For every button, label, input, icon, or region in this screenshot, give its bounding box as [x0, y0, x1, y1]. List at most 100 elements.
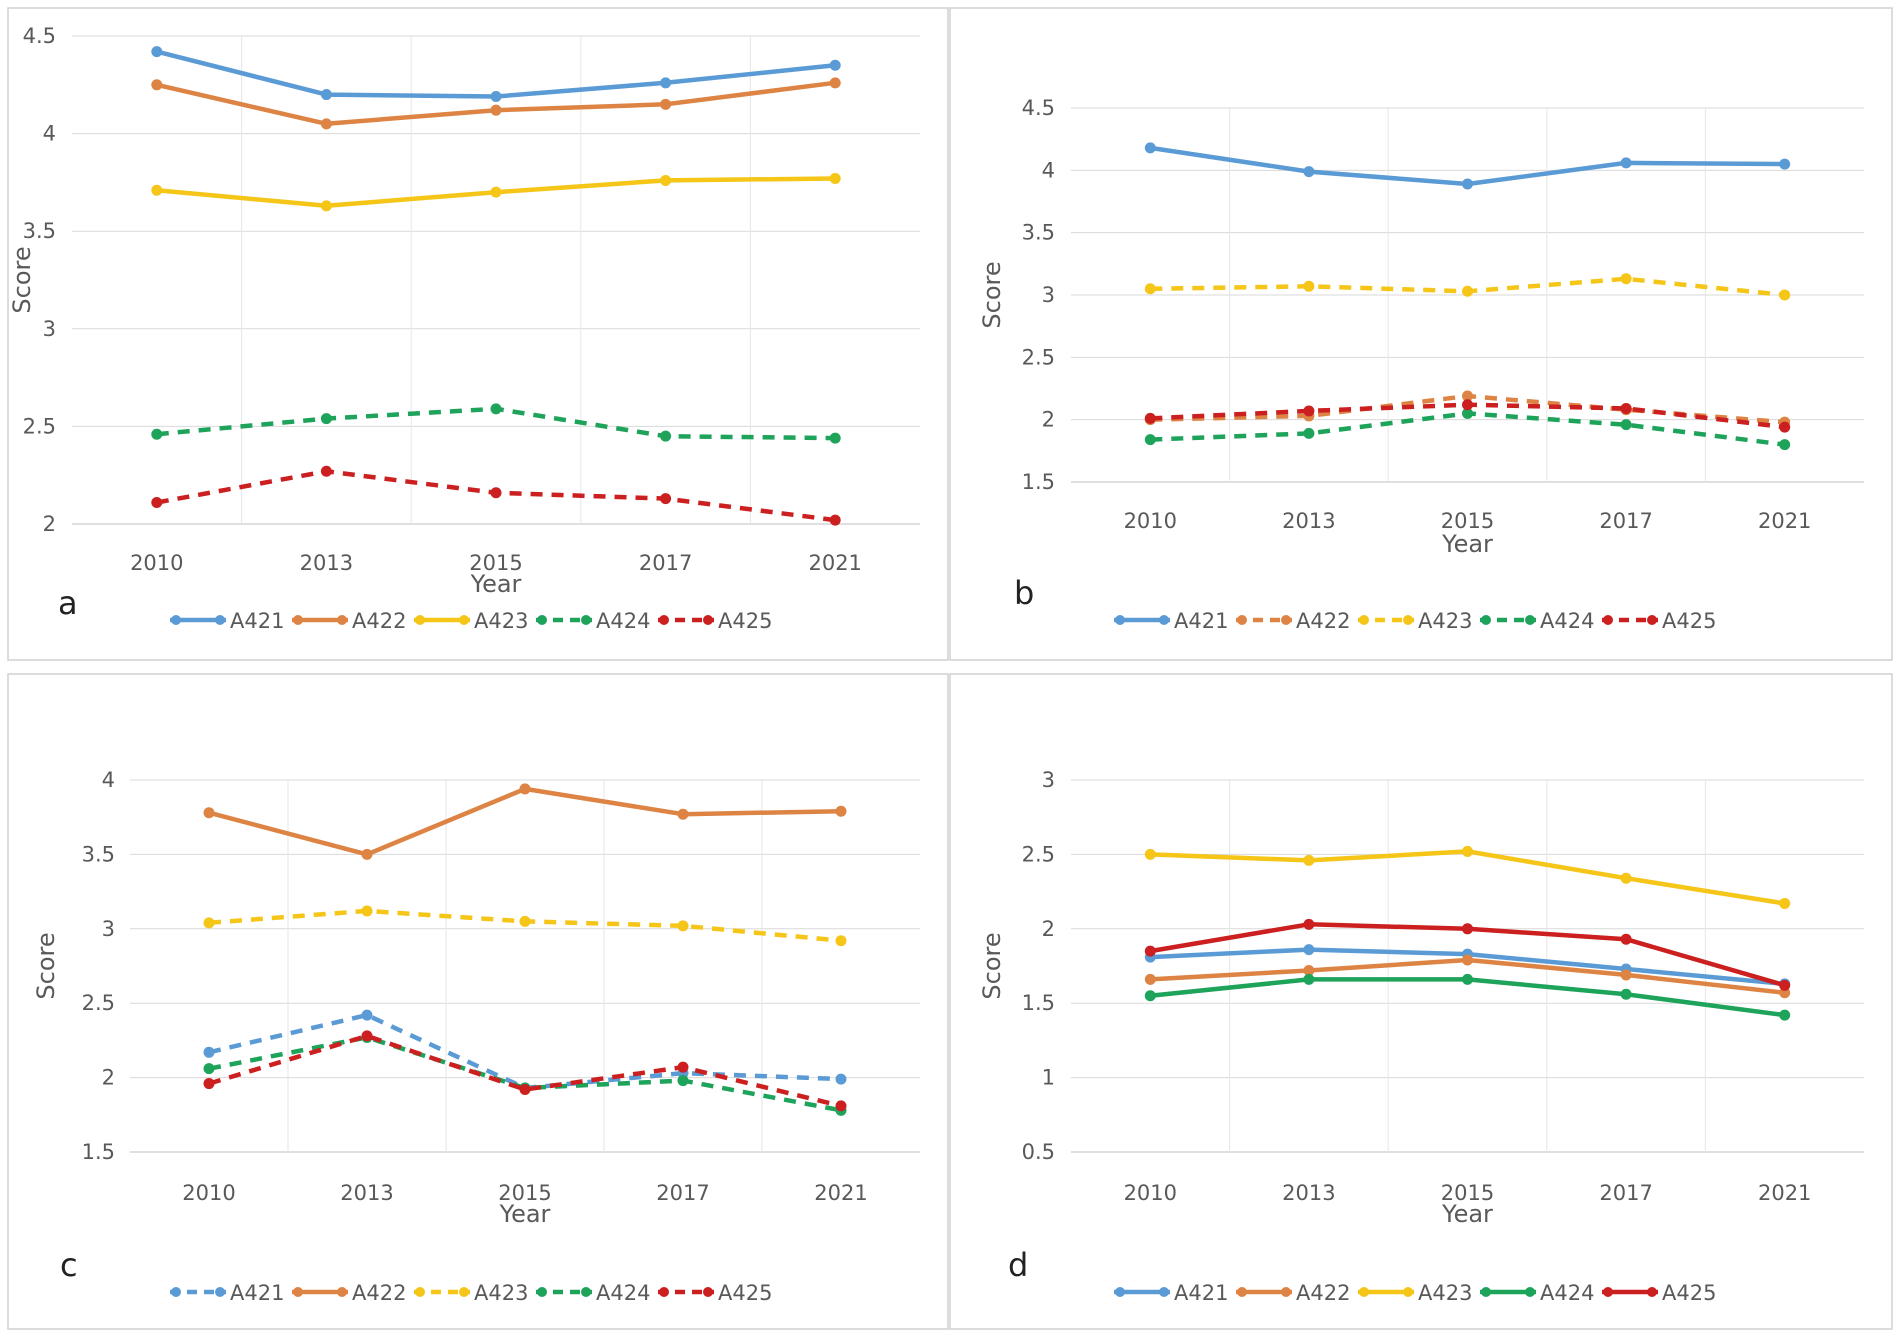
data-point: [1144, 990, 1156, 1002]
legend-label: A425: [1662, 609, 1716, 633]
legend-swatch-marker: [537, 1287, 547, 1297]
data-point: [1779, 979, 1791, 991]
legend-swatch-marker: [1647, 1287, 1657, 1297]
series-A423: [1144, 845, 1791, 910]
data-point: [677, 1075, 689, 1087]
x-tick-label: 2021: [1758, 509, 1811, 533]
x-tick-label: 2010: [182, 1181, 235, 1205]
data-point: [1620, 402, 1632, 414]
y-tick-label: 3: [102, 917, 115, 941]
data-point: [151, 46, 163, 58]
data-point: [320, 89, 332, 101]
legend-swatch-marker: [703, 1287, 713, 1297]
legend: A421 A422 A423 A424 A425: [1114, 1281, 1716, 1305]
data-point: [151, 79, 163, 91]
data-point: [320, 413, 332, 425]
y-axis-title: Score: [32, 932, 60, 999]
panel-label: c: [60, 1246, 78, 1284]
series-A424: [1144, 407, 1791, 451]
data-point: [490, 91, 502, 103]
legend-swatch-marker: [459, 615, 469, 625]
legend-swatch-marker: [215, 1287, 225, 1297]
y-tick-label: 3.5: [1022, 221, 1055, 245]
legend-swatch-marker: [1115, 1287, 1125, 1297]
data-point: [1779, 439, 1791, 451]
data-point: [1303, 280, 1315, 292]
series-A423: [203, 905, 847, 947]
legend-label: A421: [1174, 609, 1228, 633]
data-point: [203, 917, 215, 929]
data-point: [1462, 954, 1473, 966]
legend-swatch-marker: [1359, 1287, 1369, 1297]
legend-swatch-marker: [1359, 615, 1369, 625]
x-tick-label: 2017: [1599, 1181, 1652, 1205]
data-point: [320, 118, 332, 130]
legend-swatch-marker: [581, 1287, 591, 1297]
data-point: [490, 403, 502, 415]
x-tick-label: 2013: [1282, 509, 1335, 533]
data-point: [1620, 419, 1632, 431]
y-tick-label: 2: [43, 512, 56, 536]
series-A425: [1144, 399, 1791, 433]
data-point: [1779, 289, 1791, 301]
y-tick-label: 2.5: [23, 414, 56, 438]
x-axis-title: Year: [499, 1200, 551, 1228]
legend-label: A422: [352, 609, 406, 633]
data-point: [1303, 854, 1315, 866]
chart-panel-c: 1.5 2 2.5 3 3.5 4 2010 2013 2015 2017 2021 Year Scor…: [7, 673, 949, 1330]
data-point: [1620, 969, 1632, 981]
data-point: [1779, 158, 1791, 170]
data-point: [1144, 848, 1156, 860]
y-tick-label: 2: [1042, 408, 1055, 432]
legend-swatch-marker: [1237, 615, 1247, 625]
chart-panel-a: 2 2.5 3 3.5 4 4.5 2010 2013 2015 2017 2021 Year Scor…: [7, 7, 949, 661]
data-point: [1462, 178, 1473, 190]
legend-label: A422: [1296, 1281, 1350, 1305]
data-point: [677, 808, 689, 820]
data-point: [829, 77, 841, 89]
y-tick-label: 3: [1042, 768, 1055, 792]
x-axis-title: Year: [470, 570, 522, 598]
series-A425: [1144, 918, 1791, 991]
y-tick-label: 1.5: [82, 1140, 115, 1164]
series-A421: [1144, 142, 1791, 190]
legend-label: A424: [596, 609, 650, 633]
legend-label: A424: [596, 1281, 650, 1305]
y-tick-label: 4.5: [23, 24, 56, 48]
y-tick-label: 4: [102, 768, 115, 792]
series-A422: [203, 783, 847, 860]
data-point: [1303, 405, 1315, 417]
data-point: [1462, 399, 1473, 411]
legend-swatch-marker: [1603, 615, 1613, 625]
data-point: [490, 186, 502, 198]
series-A421: [151, 46, 841, 103]
legend-label: A422: [1296, 609, 1350, 633]
legend-label: A421: [1174, 1281, 1228, 1305]
x-tick-label: 2015: [498, 1181, 551, 1205]
data-point: [1303, 973, 1315, 985]
legend-swatch-marker: [1281, 615, 1291, 625]
data-point: [1620, 157, 1632, 169]
y-tick-label: 1.5: [1022, 470, 1055, 494]
legend-swatch-marker: [659, 615, 669, 625]
legend-swatch-marker: [337, 615, 347, 625]
data-point: [660, 77, 672, 89]
data-point: [829, 172, 841, 184]
legend-label: A424: [1540, 609, 1594, 633]
series-A424: [151, 403, 841, 444]
y-tick-label: 3.5: [82, 842, 115, 866]
data-point: [835, 1073, 847, 1085]
y-tick-label: 2: [102, 1066, 115, 1090]
legend-swatch-marker: [1115, 615, 1125, 625]
legend-swatch-marker: [1159, 615, 1169, 625]
y-tick-label: 2: [1042, 917, 1055, 941]
legend-label: A422: [352, 1281, 406, 1305]
data-point: [1462, 973, 1473, 985]
data-point: [660, 174, 672, 186]
y-tick-label: 1.5: [1022, 991, 1055, 1015]
x-tick-label: 2013: [340, 1181, 393, 1205]
panel-label: b: [1014, 574, 1034, 612]
data-point: [1620, 933, 1632, 945]
data-point: [320, 200, 332, 212]
legend-swatch-marker: [1525, 1287, 1535, 1297]
